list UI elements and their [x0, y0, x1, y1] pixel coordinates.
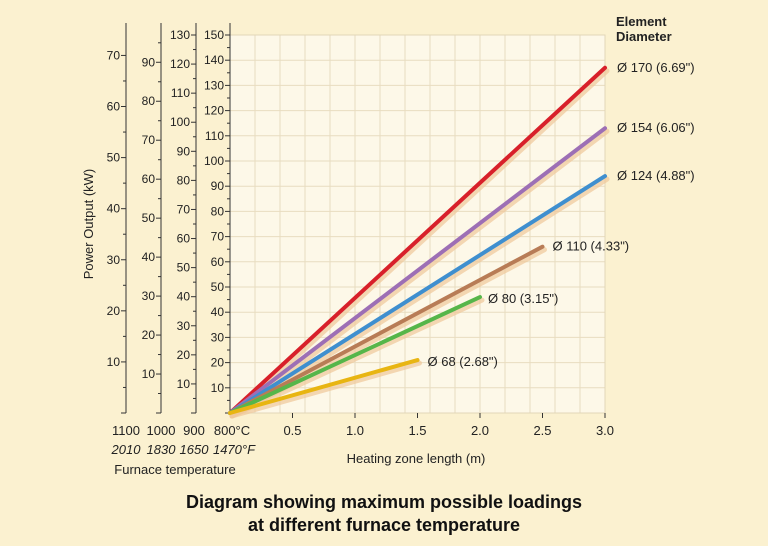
- temperature-axis-tick-label: 20: [211, 356, 225, 370]
- temperature-fahrenheit-label: 1830: [147, 442, 177, 457]
- series-line-shadow: [229, 128, 610, 419]
- temperature-axis-tick-label: 70: [211, 230, 225, 244]
- temperature-axis-tick-label: 40: [142, 250, 156, 264]
- temperature-axis-tick-label: 60: [107, 100, 121, 114]
- series-line: [228, 358, 420, 415]
- series-line: [228, 295, 482, 415]
- x-axis-tick-label: 0.5: [283, 423, 301, 438]
- legend-title: Diameter: [616, 29, 672, 44]
- series-label: Ø 170 (6.69"): [617, 60, 695, 75]
- temperature-axis-tick-label: 100: [204, 154, 224, 168]
- temperature-axis-tick-label: 50: [211, 280, 225, 294]
- temperature-axis-tick-label: 60: [211, 255, 225, 269]
- temperature-fahrenheit-label: 1470°F: [213, 442, 256, 457]
- temperature-axis-tick-label: 30: [211, 330, 225, 344]
- temperature-axis-tick-label: 20: [142, 328, 156, 342]
- temperature-axis-tick-label: 40: [107, 202, 121, 216]
- temperature-axis-tick-label: 150: [204, 28, 224, 42]
- temperature-axis-tick-label: 10: [107, 355, 121, 369]
- temperature-axis-tick-label: 30: [107, 253, 121, 267]
- series-label: Ø 68 (2.68"): [428, 354, 498, 369]
- legend-title: Element: [616, 14, 667, 29]
- series-line: [228, 126, 607, 415]
- chart-title-line-2: at different furnace temperature: [247, 515, 521, 535]
- temperature-axis-tick-label: 10: [142, 367, 156, 381]
- x-axis-tick-label: 3.0: [596, 423, 614, 438]
- temperature-axis-tick-label: 80: [177, 173, 191, 187]
- temperature-axis-tick-label: 20: [107, 304, 121, 318]
- temperature-fahrenheit-label: 1650: [180, 442, 210, 457]
- series-line-shadow: [229, 360, 422, 419]
- temperature-axis-tick-label: 70: [107, 48, 121, 62]
- temperature-axis-tick-label: 50: [142, 211, 156, 225]
- x-axis-tick-label: 2.0: [471, 423, 489, 438]
- temperature-axis-tick-label: 90: [211, 179, 225, 193]
- temperature-axis-tick-label: 50: [107, 151, 121, 165]
- series-label: Ø 80 (3.15"): [488, 291, 558, 306]
- temperature-axis-tick-label: 100: [170, 115, 190, 129]
- temperature-axis-tick-label: 120: [170, 57, 190, 71]
- temperature-axis-tick-label: 30: [142, 289, 156, 303]
- series-label: Ø 110 (4.33"): [553, 239, 630, 254]
- series-line-shadow: [229, 68, 610, 419]
- temperature-celsius-label: 1000: [147, 423, 176, 438]
- x-axis-tick-label: 1.0: [346, 423, 364, 438]
- temperature-celsius-label: 1100: [112, 423, 140, 438]
- temperature-axis-tick-label: 60: [142, 172, 156, 186]
- temperature-axis-tick-label: 80: [142, 94, 156, 108]
- temperature-axis-tick-label: 110: [205, 129, 224, 143]
- temperature-axis-tick-label: 50: [177, 261, 191, 275]
- series-line: [228, 174, 607, 415]
- plot-area: [230, 35, 605, 413]
- temperature-axis-tick-label: 130: [170, 28, 190, 42]
- temperature-fahrenheit-label: 2010: [111, 442, 142, 457]
- temperature-axis-tick-label: 70: [177, 202, 191, 216]
- temperature-axis-tick-label: 20: [177, 348, 191, 362]
- x-axis-tick-label: 2.5: [533, 423, 551, 438]
- temperature-axis-tick-label: 40: [177, 290, 191, 304]
- temperature-axis-tick-label: 60: [177, 232, 191, 246]
- x-axis-title: Heating zone length (m): [347, 451, 486, 466]
- temperature-axis-title: Furnace temperature: [114, 462, 235, 477]
- temperature-axis-tick-label: 40: [211, 305, 225, 319]
- temperature-axis-tick-label: 70: [142, 133, 156, 147]
- temperature-axis-tick-label: 10: [177, 377, 191, 391]
- temperature-axis-tick-label: 30: [177, 319, 191, 333]
- temperature-axis-tick-label: 10: [211, 381, 225, 395]
- chart-title-line-1: Diagram showing maximum possible loading…: [185, 492, 583, 512]
- series-line: [228, 65, 607, 415]
- temperature-axis-tick-label: 120: [204, 104, 224, 118]
- temperature-axis-tick-label: 90: [142, 55, 156, 69]
- temperature-axis-tick-label: 130: [204, 78, 224, 92]
- temperature-axis-tick-label: 140: [204, 53, 224, 67]
- series-line: [228, 244, 545, 415]
- x-axis-tick-label: 1.5: [408, 423, 426, 438]
- temperature-axis-tick-label: 90: [177, 144, 191, 158]
- series-label: Ø 124 (4.88"): [617, 168, 695, 183]
- temperature-axis-tick-label: 110: [171, 86, 190, 100]
- temperature-axis-tick-label: 80: [211, 204, 225, 218]
- y-axis-title: Power Output (kW): [81, 169, 96, 280]
- temperature-celsius-label: 800°C: [214, 423, 250, 438]
- series-line-shadow: [229, 297, 485, 419]
- series-label: Ø 154 (6.06"): [617, 120, 695, 135]
- temperature-celsius-label: 900: [183, 423, 205, 438]
